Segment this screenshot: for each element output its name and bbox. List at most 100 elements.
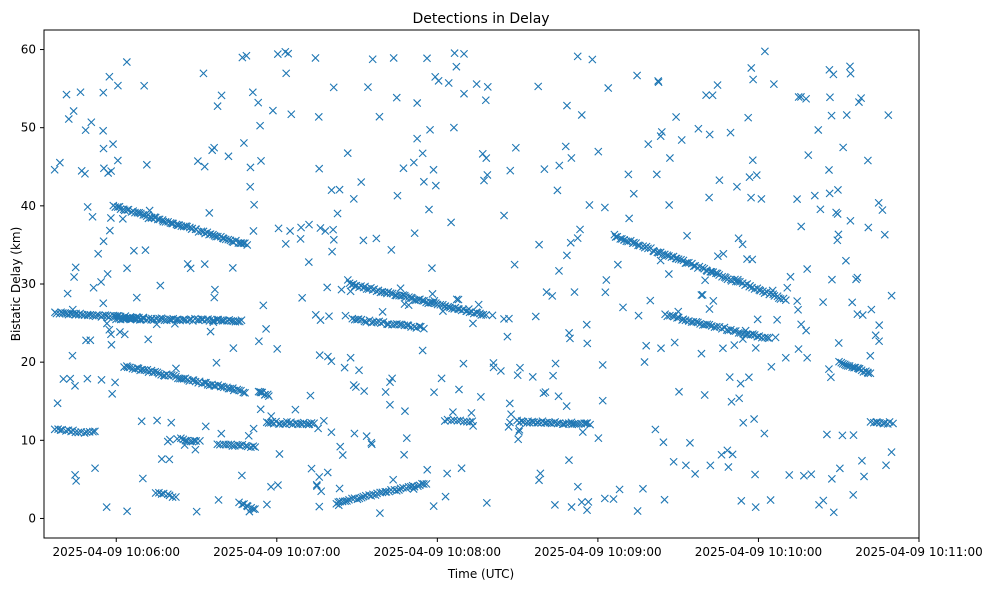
detection-point [393,191,402,200]
detection-point [360,317,369,326]
detection-point [324,312,333,321]
detection-point [625,214,634,223]
detection-point [105,226,114,235]
detection-point [467,408,476,417]
detection-point [213,232,222,241]
detection-point [254,98,263,107]
detection-point [436,300,445,309]
detection-point [747,63,756,72]
detection-point [443,469,452,478]
detection-point [760,289,769,298]
detection-point [268,106,277,115]
detection-point [88,427,97,436]
detection-point [69,107,78,116]
detection-point [329,235,338,244]
detection-point [386,378,394,387]
detection-point [698,290,707,299]
detection-point [709,296,718,305]
detection-point [99,88,108,97]
detection-point [400,299,409,308]
detection-point [799,471,808,480]
detection-point [145,206,154,215]
detection-point [335,484,344,493]
detection-point [829,508,838,517]
detection-point [327,428,336,437]
detection-point [59,375,68,383]
detection-point [413,482,422,491]
detection-point [834,230,843,239]
detection-point [771,333,780,342]
detection-point [378,307,387,316]
detection-point [355,494,364,503]
detection-point [135,315,144,324]
detection-point [200,260,209,269]
detection-point [192,437,201,445]
detection-point [797,320,806,329]
detection-point [717,450,726,459]
detection-point [166,218,175,227]
detection-point [794,305,803,314]
detection-point [726,128,735,137]
detection-point [83,202,92,211]
detection-point [554,266,563,275]
detection-point [50,165,59,174]
detection-point [350,429,359,438]
detection-point [242,51,251,60]
detection-point [236,441,244,450]
detection-point [397,291,406,300]
detection-point [419,324,428,333]
detection-point [767,362,776,371]
detection-point [176,434,185,443]
detection-point [638,484,647,493]
detection-point [83,374,92,383]
detection-point [448,408,457,417]
detection-point [99,237,108,246]
detection-point [604,84,613,93]
detection-point [700,391,709,399]
detection-point [167,371,176,379]
y-tick-label: 20 [21,355,36,369]
detection-point [482,498,491,507]
detection-point [153,416,162,425]
detection-point [460,49,468,58]
detection-point [825,65,834,74]
detection-point [81,126,90,135]
detection-point [94,249,103,258]
detection-point [291,405,300,414]
detection-point [343,275,352,284]
detection-point [723,446,732,455]
detection-point [781,353,790,362]
detection-point [744,373,753,382]
detection-point [315,351,324,360]
detection-point [644,140,653,149]
detection-point [224,440,233,449]
detection-point [91,464,100,473]
detection-point [825,189,834,198]
detection-point [238,53,247,62]
detection-point [675,387,684,396]
detection-point [157,490,166,499]
detection-point [359,236,368,245]
detection-point [743,255,752,264]
detection-point [205,208,214,217]
detection-point [244,431,253,440]
detection-point [224,235,233,244]
detection-point [500,314,508,323]
detection-point [115,202,124,211]
detection-point [217,91,226,100]
detection-point [135,208,144,217]
detection-point [620,236,629,244]
detection-point [238,500,247,509]
detection-point [206,327,215,336]
detection-point [669,457,678,466]
detection-point [267,412,276,421]
detection-point [298,293,307,302]
detection-point [249,226,258,235]
detection-point [156,281,165,290]
detection-point [106,330,115,339]
detection-point [848,298,857,307]
detection-point [681,259,690,268]
detection-point [55,158,64,167]
detection-point [734,328,743,337]
detection-point [510,260,519,269]
